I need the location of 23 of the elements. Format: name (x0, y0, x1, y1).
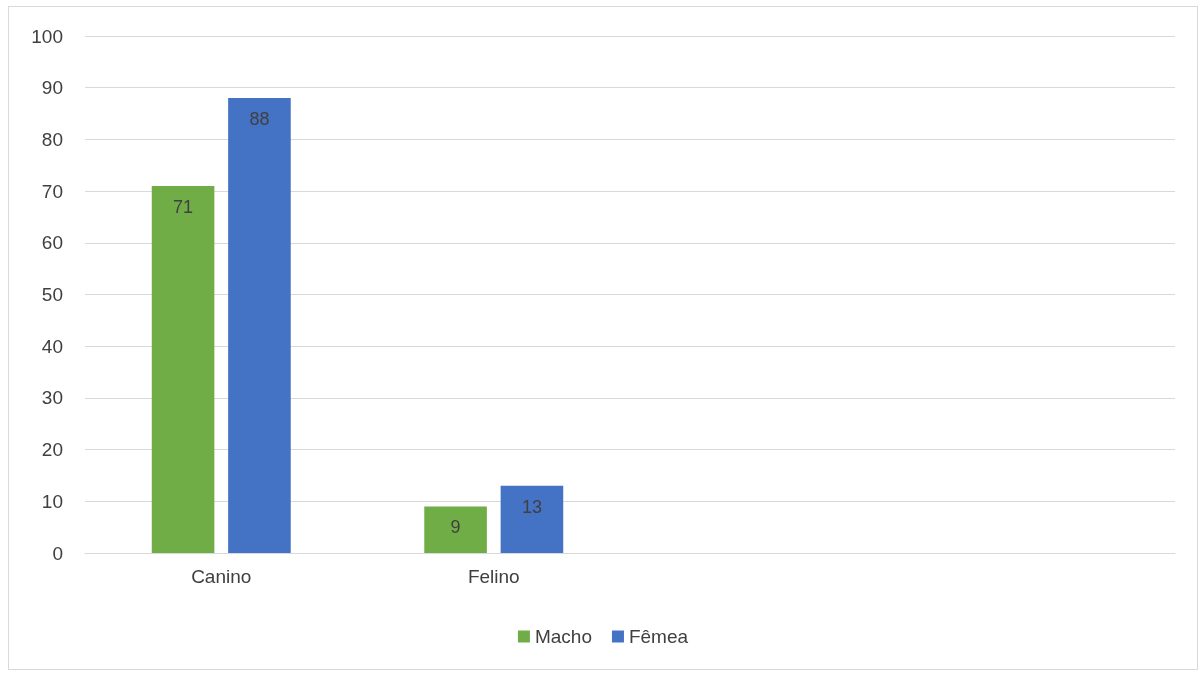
y-tick-label: 0 (52, 542, 63, 564)
bar (151, 185, 215, 553)
data-label: 13 (521, 496, 542, 517)
y-tick-label: 20 (41, 439, 63, 461)
bar (424, 506, 487, 553)
bar (228, 98, 291, 553)
y-tick-label: 50 (41, 284, 63, 305)
legend-label: Macho (534, 626, 592, 647)
data-label: 88 (249, 109, 270, 130)
legend-label: Fêmea (628, 626, 689, 647)
y-tick-label: 90 (41, 77, 63, 99)
y-tick-label: 100 (31, 25, 63, 47)
x-tick-label: Canino (191, 566, 252, 587)
y-tick-label: 70 (41, 180, 63, 202)
x-tick-label: Felino (467, 566, 520, 587)
y-tick-label: 80 (41, 128, 63, 150)
y-tick-label: 60 (41, 232, 63, 254)
y-tick-label: 40 (41, 335, 63, 357)
y-tick-label: 10 (41, 490, 63, 512)
data-label: 9 (450, 517, 461, 538)
bar (500, 485, 564, 553)
y-tick-label: 30 (41, 387, 63, 409)
data-label: 71 (173, 196, 194, 217)
